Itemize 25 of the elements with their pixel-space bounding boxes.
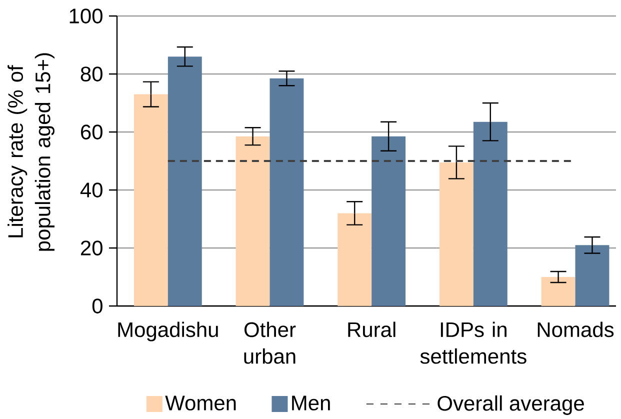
bar	[372, 136, 406, 306]
x-tick-label: Mogadishu	[118, 322, 218, 342]
bar	[168, 56, 202, 306]
legend-label: Men	[292, 396, 330, 410]
x-tick-label: Rural	[348, 322, 396, 338]
y-tick-label: 80	[80, 66, 102, 82]
x-tick-label: Other urban	[244, 322, 296, 364]
bar	[236, 136, 270, 306]
y-tick-label: 0	[92, 298, 102, 314]
x-tick-label: Nomads	[538, 322, 614, 338]
y-axis-title: Literacy rate (% of population aged 15+)	[8, 53, 54, 251]
bar	[338, 213, 372, 306]
y-tick-label: 60	[81, 124, 102, 140]
y-tick-label: 40	[80, 182, 102, 198]
bar	[270, 78, 304, 306]
bar	[575, 245, 610, 306]
bar	[134, 94, 168, 306]
x-tick-label: IDPs in settlements	[420, 322, 526, 364]
legend-label: Overall average	[438, 395, 584, 415]
y-tick-label: 20	[80, 240, 102, 256]
y-tick-label: 100	[70, 8, 102, 24]
bar	[541, 277, 576, 306]
bar	[439, 162, 474, 306]
bar	[473, 122, 508, 306]
legend-label: Women	[165, 396, 236, 410]
